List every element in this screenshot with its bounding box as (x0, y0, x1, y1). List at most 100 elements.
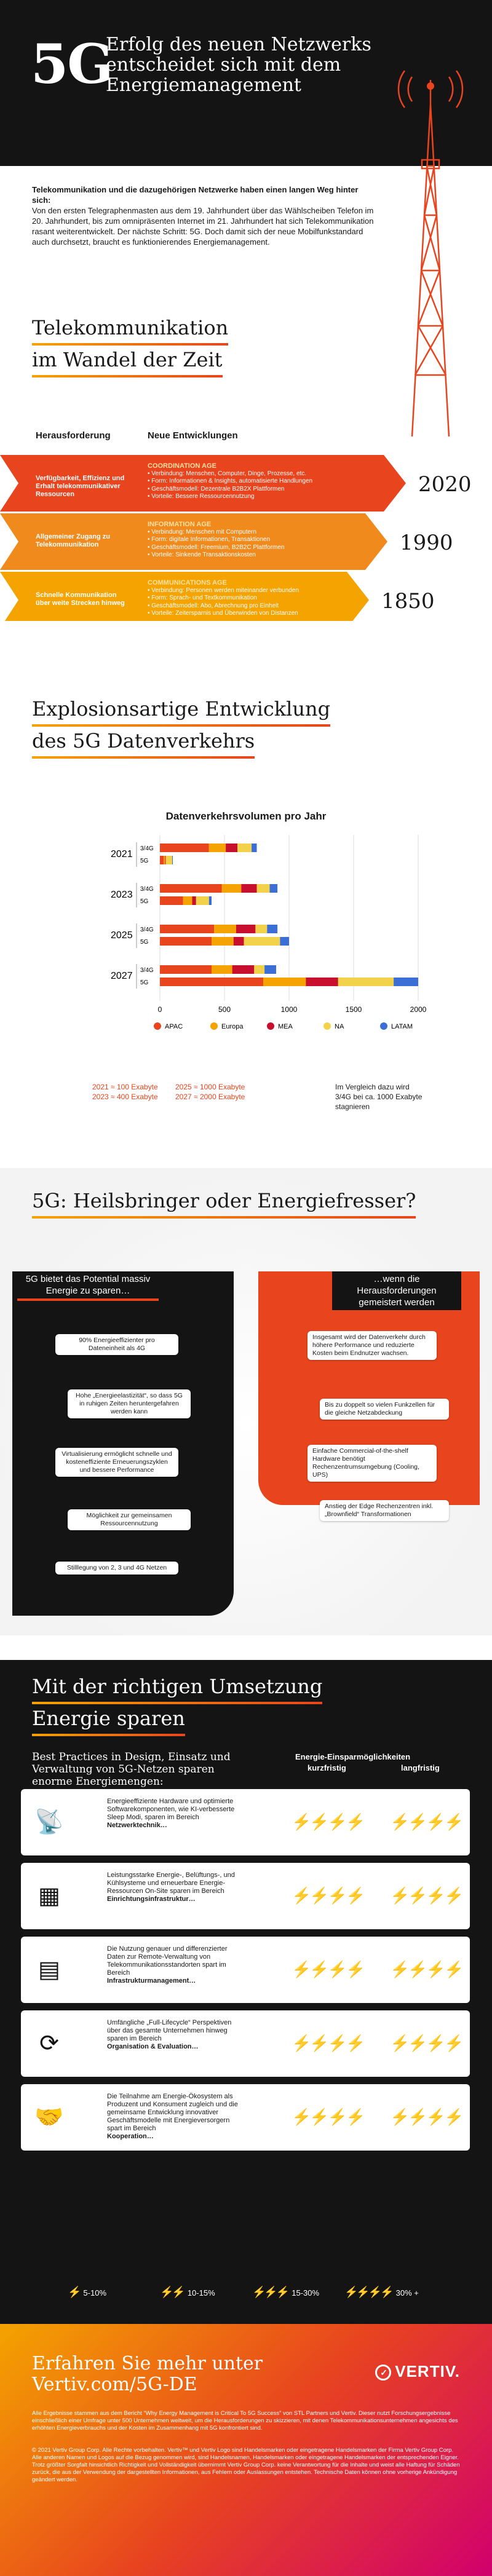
timeline-arrow-shape (0, 513, 387, 570)
bar-segment (267, 925, 278, 933)
chart-section-title: Explosionsartige Entwicklung des 5G Date… (32, 695, 331, 759)
bp-title-line1: Mit der richtigen Umsetzung (32, 1672, 323, 1704)
timeline-challenge: Allgemeiner Zugang zu Telekommunikation (36, 533, 111, 548)
row-label: 3/4G (140, 967, 154, 974)
timeline-bullet: • Vorteile: Zeitersparnis und Überwinden… (148, 610, 298, 617)
lightning-icon: ⚡ (292, 2034, 311, 2052)
bar-segment (164, 856, 165, 864)
lightning-icon: ⚡ (408, 1812, 427, 1831)
bp-bolts-long: ⚡⚡⚡⚡ (390, 2108, 464, 2127)
lightning-icon: ⚡ (327, 2108, 347, 2126)
bp-bolts-short: ⚡⚡⚡⚡ (292, 1812, 366, 1831)
lightning-icon: ⚡ (346, 1960, 365, 1978)
bp-bolts-short: ⚡⚡⚡⚡ (292, 1886, 366, 1905)
lightning-icon: ⚡ (292, 1886, 311, 1905)
bar-segment (160, 925, 215, 933)
lightning-icon: ⚡⚡ (160, 2286, 186, 2298)
bar-segment (256, 884, 270, 893)
bp-row-text: Die Nutzung genauer und differenzierter … (107, 1945, 242, 1985)
bp-title: Mit der richtigen Umsetzung Energie spar… (32, 1672, 323, 1736)
energy-challenge-chip: Bis zu doppelt so vielen Funkzellen für … (320, 1399, 449, 1420)
bp-row-desc: Die Nutzung genauer und differenzierter … (107, 1945, 228, 1977)
note-2025: 2025 ≈ 1000 Exabyte (175, 1083, 245, 1091)
timeline-challenge: Schnelle Kommunikation über weite Streck… (36, 591, 125, 607)
footer-link[interactable]: Vertiv.com/5G-DE (32, 2374, 197, 2395)
chart-section-title-line1: Explosionsartige Entwicklung (32, 695, 331, 727)
lightning-icon: ⚡ (346, 2108, 365, 2126)
scale-label: 10-15% (187, 2288, 215, 2297)
bar-segment (236, 925, 256, 933)
intro-section: Telekommunikation und die dazugehörigen … (0, 166, 492, 301)
timeline-year: 1850 (381, 589, 435, 614)
bar-segment (263, 978, 306, 986)
bar-segment (183, 896, 192, 905)
bp-row-area: Kooperation… (107, 2133, 154, 2140)
lightning-icon: ⚡⚡⚡⚡ (344, 2286, 394, 2298)
timeline-bullet: • Verbindung: Menschen, Computer, Dinge,… (148, 470, 307, 477)
lightning-icon: ⚡ (408, 2108, 427, 2126)
timeline-panel: INFORMATION AGE • Verbindung: Menschen mi… (141, 517, 363, 563)
intro-body: Von den ersten Telegraphenmasten aus dem… (32, 206, 374, 247)
bp-row: ▦ Leistungsstarke Energie-, Belüftungs-, … (21, 1863, 470, 1929)
lightning-icon: ⚡ (292, 1812, 311, 1831)
scale-item: ⚡⚡⚡ 15-30% (252, 2286, 319, 2299)
bp-bolts-short: ⚡⚡⚡⚡ (292, 2108, 366, 2127)
x-tick-label: 1000 (281, 1005, 298, 1014)
bar-segment (221, 884, 242, 893)
energy-pro-chip: Möglichkeit zur gemeinsamen Ressourcennu… (68, 1509, 191, 1530)
bp-row-desc: Die Teilnahme am Energie-Ökosystem als P… (107, 2093, 238, 2132)
bar-segment (237, 844, 252, 852)
header-band: 5G Erfolg des neuen Netzwerks entscheide… (0, 0, 492, 166)
scale-label: 15-30% (292, 2288, 320, 2297)
chart-title: Datenverkehrsvolumen pro Jahr (165, 810, 327, 822)
row-label: 5G (140, 979, 149, 986)
lightning-icon: ⚡ (327, 1960, 347, 1978)
stacked-bar-chart: 0 500 1000 1500 2000 2021 3/4G 5G 2023 3/4G 5G 2025… (111, 835, 427, 1030)
scale-label: 30% + (395, 2288, 419, 2297)
bar-segment (264, 965, 276, 974)
energy-left-tag: 5G bietet das Potential massiv Energie z… (17, 1271, 159, 1301)
bar-segment (160, 965, 212, 974)
cycle-icon: ⟳ (39, 2031, 59, 2056)
bp-row-desc: Umfängliche „Full-Lifecycle“ Perspektive… (107, 2019, 232, 2042)
lightning-icon: ⚡ (426, 1960, 446, 1978)
legend-entry: NA (335, 1023, 344, 1030)
lightning-icon: ⚡ (390, 1812, 410, 1831)
bar-segment (226, 844, 237, 852)
lightning-icon: ⚡ (408, 1886, 427, 1905)
x-tick-label: 1500 (346, 1005, 362, 1014)
telecom-title: Telekommunikation im Wandel der Zeit (32, 314, 229, 377)
lightning-icon: ⚡ (390, 1960, 410, 1978)
lightning-icon: ⚡ (390, 2034, 410, 2052)
energy-left-panel (12, 1271, 234, 1616)
lightning-icon: ⚡ (444, 2034, 464, 2052)
lightning-icon: ⚡ (309, 1886, 329, 1905)
bp-row: ⟳ Umfängliche „Full-Lifecycle“ Perspektiv… (21, 2010, 470, 2077)
timeline-challenge: Verfügbarkeit, Effizienz und Erhalt tele… (36, 475, 125, 498)
scale-item: ⚡ 5-10% (68, 2286, 106, 2299)
lightning-icon: ⚡ (426, 2108, 446, 2126)
legend-swatch (210, 1022, 218, 1030)
bar-segment (233, 937, 244, 946)
bp-row-area: Einrichtungsinfrastruktur… (107, 1895, 196, 1903)
bar-segment (214, 925, 236, 933)
bp-title-line2: Energie sparen (32, 1704, 185, 1736)
timeline-arrow-shape (0, 455, 406, 512)
scale-item: ⚡⚡ 10-15% (160, 2286, 215, 2299)
group-label: 2023 (111, 890, 133, 900)
vertiv-logo[interactable]: ✓ VERTIV. (375, 2362, 460, 2381)
radio-tower-icon (397, 70, 464, 437)
bp-row-text: Leistungsstarke Energie-, Belüftungs-, u… (107, 1871, 242, 1903)
vertiv-logo-text: VERTIV. (395, 2362, 460, 2380)
bar-segment (241, 884, 257, 893)
column-developments: Neue Entwicklungen (148, 430, 238, 441)
lightning-icon: ⚡ (390, 2108, 410, 2126)
bp-bolts-long: ⚡⚡⚡⚡ (390, 1812, 464, 1831)
footer-section: Erfahren Sie mehr unter Vertiv.com/5G-DE… (0, 2324, 492, 2576)
timeline-age: COMMUNICATIONS AGE (148, 579, 227, 587)
energy-challenge-chip: Einfache Commercial-of-the-shelf Hardwar… (308, 1445, 437, 1482)
best-practice-section: Mit der richtigen Umsetzung Energie spar… (0, 1660, 492, 2324)
lightning-icon: ⚡ (444, 2108, 464, 2126)
bar-segment (244, 937, 280, 946)
bp-scale-legend: ⚡ 5-10% ⚡⚡ 10-15% ⚡⚡⚡ 15-30% ⚡⚡⚡⚡ 30% + (68, 2286, 437, 2304)
